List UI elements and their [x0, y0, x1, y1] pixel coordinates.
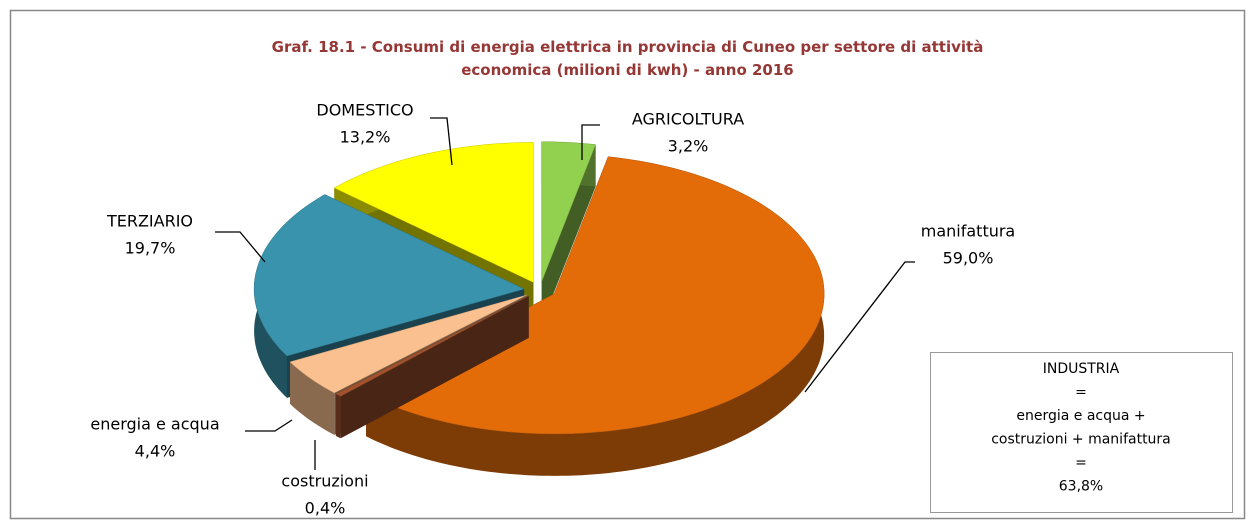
- annotation-line: INDUSTRIA: [1043, 361, 1120, 377]
- value-label: 13,2%: [340, 128, 391, 147]
- slice-wall: [290, 361, 335, 435]
- slice-wall: [366, 156, 825, 476]
- annotation-line: energia e acqua +: [1016, 408, 1145, 424]
- slice-wall: [335, 393, 341, 439]
- slice-label: AGRICOLTURA: [632, 110, 744, 129]
- value-label: 59,0%: [943, 249, 994, 268]
- slice-label: TERZIARIO: [106, 212, 193, 231]
- annotation-line: 63,8%: [1059, 479, 1103, 495]
- slice-label: energia e acqua: [90, 415, 219, 434]
- slice-label: DOMESTICO: [316, 101, 413, 120]
- slice-top: [253, 194, 525, 357]
- annotation-box: [930, 352, 1233, 513]
- annotation-line: =: [1075, 455, 1087, 471]
- pie-slice: [541, 141, 596, 324]
- pie-slice: [335, 295, 529, 439]
- leader-line: [581, 124, 600, 160]
- slice-side: [335, 295, 529, 436]
- slice-top: [335, 295, 529, 397]
- annotation-line: =: [1075, 385, 1087, 401]
- chart-title: Graf. 18.1 - Consumi di energia elettric…: [271, 38, 984, 79]
- value-label: 3,2%: [668, 137, 709, 156]
- slice-label: manifattura: [921, 222, 1015, 241]
- leader-line: [245, 419, 293, 432]
- slice-top: [289, 294, 528, 394]
- slice-top: [541, 141, 596, 282]
- slice-label: costruzioni: [281, 472, 368, 491]
- value-label: 19,7%: [125, 239, 176, 258]
- leader-line: [804, 261, 915, 393]
- slice-side: [541, 144, 596, 324]
- leader-line: [430, 117, 453, 166]
- slice-top: [365, 156, 825, 435]
- value-label: 0,4%: [305, 499, 346, 518]
- annotation-line: costruzioni + manifattura: [991, 432, 1171, 448]
- value-label: 4,4%: [135, 442, 176, 461]
- leader-line: [215, 231, 266, 263]
- slice-top: [333, 142, 534, 283]
